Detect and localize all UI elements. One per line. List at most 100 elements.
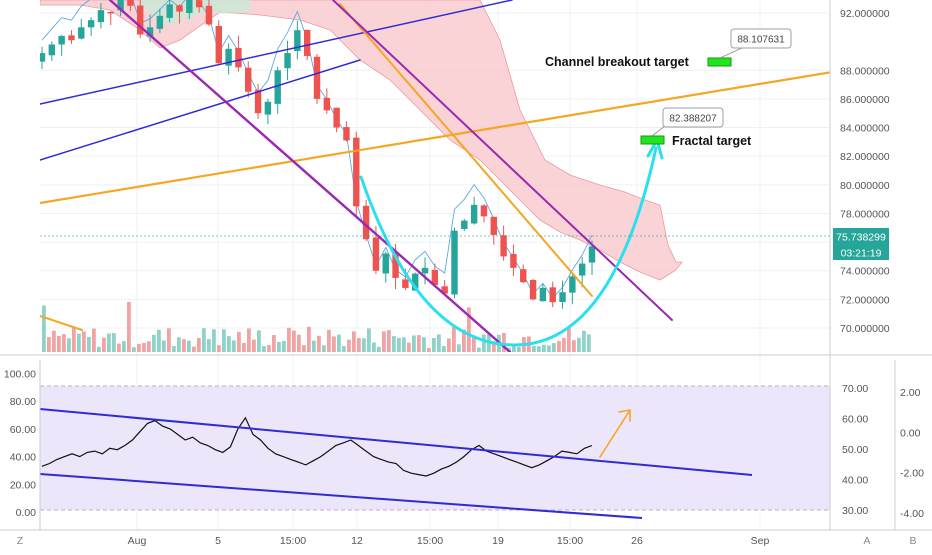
candle-body[interactable] [156,15,164,29]
candle-body[interactable] [343,127,350,141]
volume-bar [222,329,226,352]
candle-body[interactable] [274,70,281,104]
volume-bar [92,328,96,352]
candle-body[interactable] [68,35,75,41]
candle-body[interactable] [323,97,331,111]
fractal-target-box[interactable] [640,135,665,145]
orange-support-line[interactable] [40,71,832,205]
candle-body[interactable] [294,30,301,52]
time-axis[interactable]: Aug 5 15:00 12 15:00 19 15:00 26 Sep [128,535,770,547]
volume-bar [197,337,201,352]
candle-body[interactable] [588,246,596,263]
auto-scale-button[interactable]: A [863,535,870,547]
candle-body[interactable] [578,263,586,276]
volume-bar [472,335,476,352]
rsi-far-right-axis[interactable]: 2.00 0.00 -2.00 -4.00 [900,387,924,520]
purple-channel-lower[interactable] [108,0,512,352]
candle-body[interactable] [127,0,134,6]
volume-bar [72,326,76,352]
candle-body[interactable] [412,273,419,291]
fractal-cup-curve[interactable] [359,146,658,347]
price-tick-label: 82.000000 [840,151,890,163]
candle-body[interactable] [205,5,213,25]
candle-body[interactable] [529,279,537,300]
candle-body[interactable] [254,89,262,114]
candle-body[interactable] [451,230,458,295]
candle-body[interactable] [264,101,272,115]
candle-body[interactable] [441,286,448,294]
volume-bar [482,334,486,352]
candle-body[interactable] [195,0,203,8]
candle-body[interactable] [146,27,154,37]
candle-body[interactable] [392,252,399,278]
candle-body[interactable] [559,292,566,302]
candle-body[interactable] [39,53,46,62]
candle-body[interactable] [549,287,556,303]
candle-body[interactable] [470,204,478,224]
channel-breakout-target-box[interactable] [707,57,732,67]
rsi-left-axis[interactable]: 100.00 80.00 60.00 40.00 20.00 0.00 [4,369,36,520]
candle-body[interactable] [245,67,252,92]
rsi-right-axis[interactable]: 70.00 60.00 50.00 40.00 30.00 [842,383,868,517]
candle-body[interactable] [313,56,321,99]
candle-body[interactable] [402,279,409,288]
orange-short-line[interactable] [40,315,83,331]
candle-body[interactable] [107,11,114,14]
candle-body[interactable] [235,47,242,68]
volume-bar [557,341,561,352]
candle-body[interactable] [372,237,380,271]
volume-bar [307,326,311,352]
rsi-line[interactable] [41,416,593,477]
candle-body[interactable] [48,44,56,56]
zoom-reset-button[interactable]: Z [17,535,24,547]
candle-body[interactable] [215,26,222,64]
time-tick-label: 26 [631,535,643,547]
candle-body[interactable] [284,53,291,69]
volume-bar [587,334,591,352]
candle-body[interactable] [539,287,547,302]
volume-bar [137,343,141,352]
candle-body[interactable] [166,4,173,18]
candle-body[interactable] [186,0,193,14]
price-tick-label: 80.000000 [840,180,890,192]
candle-body[interactable] [137,5,144,35]
candle-body[interactable] [510,253,517,268]
volume-bar [52,330,56,352]
candle-body[interactable] [490,216,497,235]
candle-body[interactable] [176,5,183,12]
candle-body[interactable] [480,205,488,217]
candle-body[interactable] [421,267,429,274]
navy-trendline-upper[interactable] [40,0,513,105]
rsi-channel-upper[interactable] [40,408,753,476]
candle-body[interactable] [117,0,124,11]
candle-body[interactable] [97,10,105,23]
volume-bar [162,340,166,352]
candle-body[interactable] [87,20,95,28]
axis-b-button[interactable]: B [909,535,916,547]
channel-breakout-callout[interactable] [730,28,792,49]
candle-body[interactable] [569,276,576,293]
rsi-band [40,386,830,510]
candle-body[interactable] [362,205,370,240]
fractal-callout[interactable] [662,107,724,128]
orange-falling-line[interactable] [339,3,593,297]
time-tick-label: 19 [492,535,504,547]
candle-body[interactable] [303,29,311,56]
candle-body[interactable] [225,48,232,66]
volume-bar [582,330,586,352]
price-axis[interactable]: 92.000000 88.000000 86.000000 84.000000 82.0… [840,8,890,335]
candle-body[interactable] [78,27,85,39]
candle-body[interactable] [431,269,439,286]
candle-body[interactable] [333,107,340,128]
candle-body[interactable] [500,235,507,257]
volume-bar [492,341,496,352]
candle-body[interactable] [353,137,360,207]
navy-trendline-lower[interactable] [40,59,361,161]
candle-body[interactable] [58,35,65,45]
rsi-channel-lower[interactable] [40,473,643,519]
candle-body[interactable] [520,269,527,283]
candle-body[interactable] [382,253,389,274]
rsi-right-tick-label: 50.00 [842,444,868,456]
candle-body[interactable] [461,220,468,229]
